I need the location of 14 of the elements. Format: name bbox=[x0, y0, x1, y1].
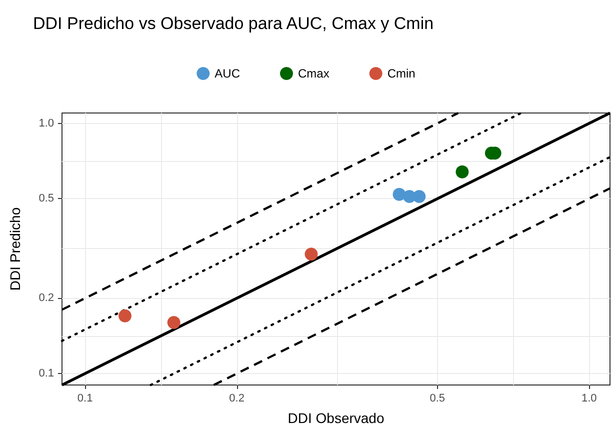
y-tick-label: 0.5 bbox=[38, 192, 54, 205]
chart-title: DDI Predicho vs Observado para AUC, Cmax y Cmin bbox=[33, 14, 434, 33]
y-axis-title: DDI Predicho bbox=[7, 207, 23, 291]
x-tick-label: 0.5 bbox=[430, 392, 446, 404]
x-tick-label: 1.0 bbox=[581, 392, 597, 404]
legend-label: Cmin bbox=[387, 66, 416, 80]
y-tick-label: 0.2 bbox=[38, 292, 54, 304]
y-tick-label: 0.1 bbox=[38, 368, 54, 380]
y-tick-label: 1.0 bbox=[38, 117, 54, 130]
legend-label: Cmax bbox=[298, 66, 330, 80]
legend-label: AUC bbox=[214, 66, 240, 80]
x-axis-title: DDI Observado bbox=[288, 410, 384, 426]
x-tick-label: 0.1 bbox=[77, 392, 93, 404]
x-tick-label: 0.2 bbox=[229, 392, 244, 404]
